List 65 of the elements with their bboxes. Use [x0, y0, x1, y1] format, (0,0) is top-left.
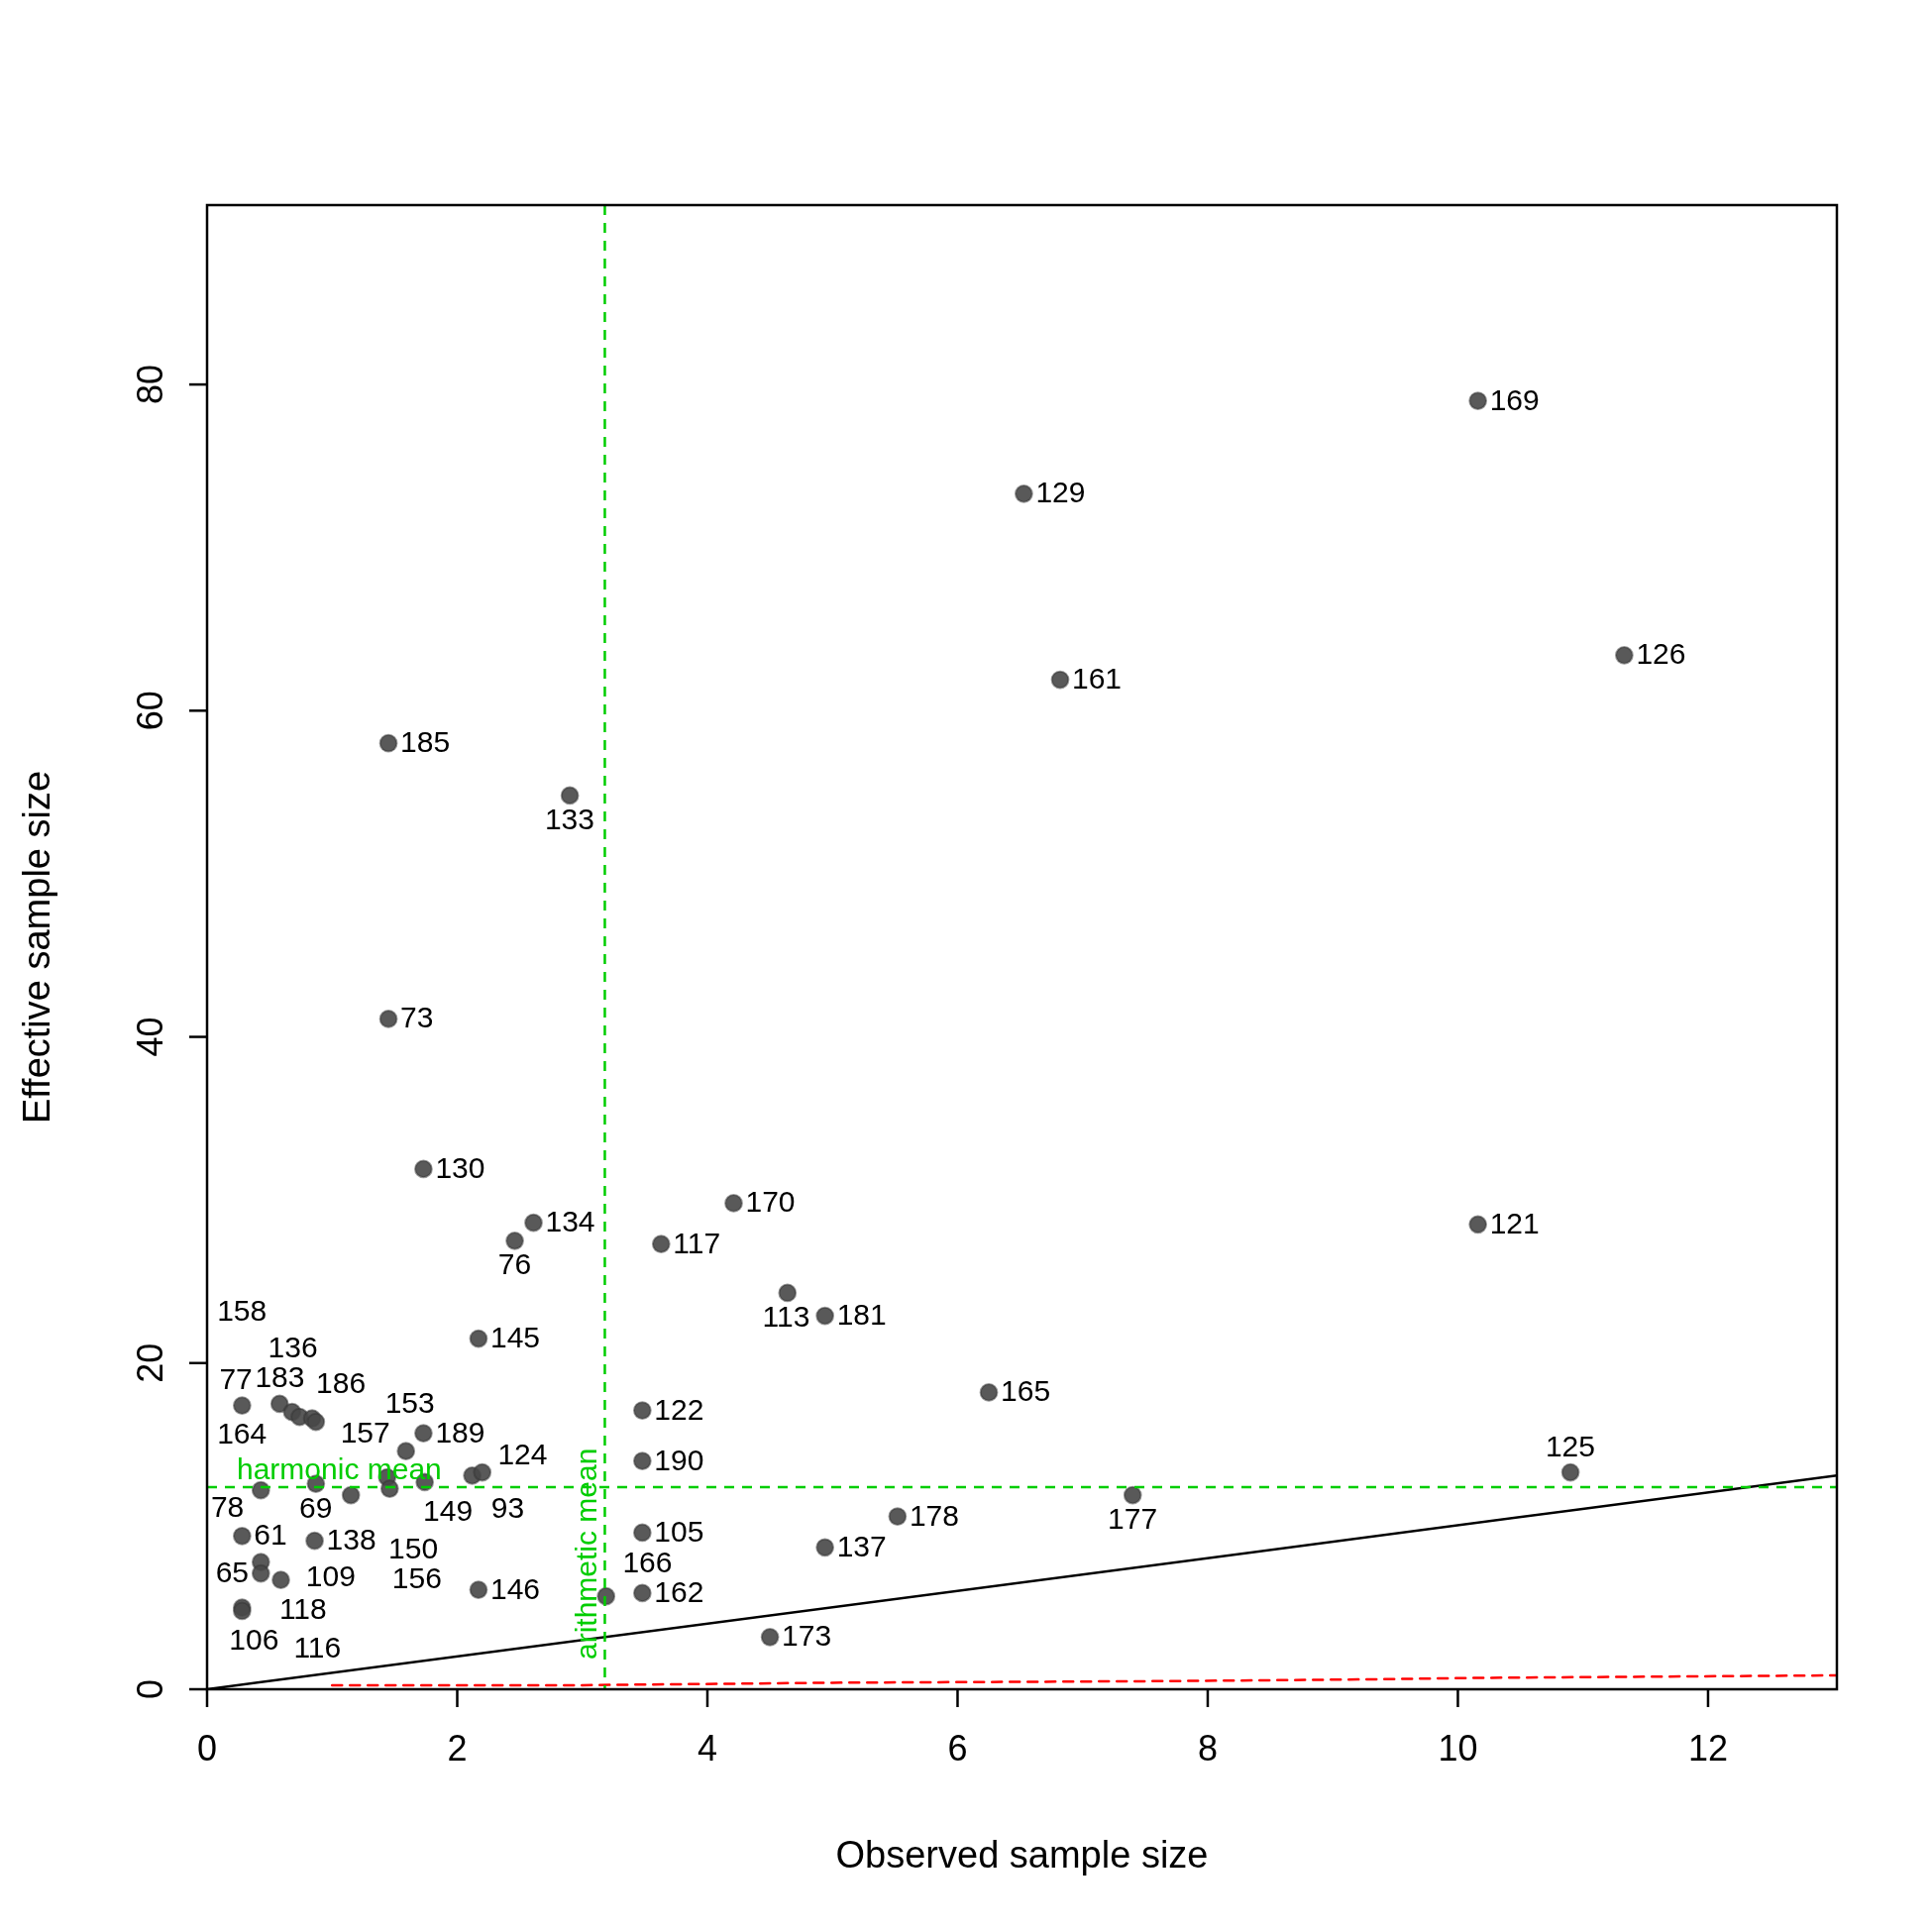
- x-tick-label: 8: [1197, 1728, 1218, 1769]
- annotation: 61: [254, 1518, 287, 1552]
- annotation: 106: [229, 1623, 279, 1657]
- y-tick-label: 0: [130, 1678, 170, 1700]
- annotation: 161: [1072, 662, 1123, 696]
- annotation: 93: [490, 1490, 525, 1524]
- annotation: 65: [215, 1556, 250, 1589]
- annotation: 190: [654, 1443, 704, 1476]
- annotation: 138: [326, 1523, 376, 1556]
- annotation: 133: [544, 802, 594, 835]
- annotation: 126: [1636, 637, 1686, 671]
- annotation: 105: [654, 1514, 704, 1548]
- x-axis-title: Observed sample size: [835, 1834, 1209, 1876]
- annotation: 185: [400, 725, 451, 759]
- annotation: 136: [268, 1330, 318, 1363]
- annotation: 116: [293, 1631, 342, 1664]
- annotation: 129: [1035, 476, 1086, 509]
- annotation: 169: [1489, 382, 1540, 416]
- annotation: 150: [388, 1531, 439, 1564]
- annotation: 149: [423, 1494, 474, 1528]
- annotation: 145: [489, 1321, 541, 1354]
- annotation: 189: [435, 1415, 485, 1449]
- y-tick-label: 80: [130, 365, 170, 405]
- y-tick-label: 40: [130, 1017, 170, 1057]
- annotation: 183: [255, 1360, 305, 1394]
- annotation: 173: [782, 1619, 832, 1653]
- x-tick-label: 4: [697, 1728, 717, 1769]
- annotation: 109: [305, 1559, 356, 1593]
- annotation: 124: [497, 1437, 548, 1470]
- ref-line-label: arithmetic mean: [570, 1448, 603, 1660]
- annotation: 158: [217, 1293, 268, 1327]
- annotation: 164: [217, 1416, 268, 1449]
- y-tick-label: 20: [130, 1342, 170, 1383]
- annotation: 77: [219, 1362, 253, 1396]
- annotation: 125: [1545, 1430, 1595, 1463]
- annotation: 76: [497, 1247, 532, 1281]
- annotation: 178: [909, 1498, 959, 1532]
- annotation: 165: [1001, 1374, 1051, 1408]
- annotation: 73: [400, 1001, 434, 1034]
- y-tick-label: 60: [130, 691, 170, 731]
- annotation: 146: [489, 1571, 541, 1605]
- x-tick-label: 10: [1438, 1728, 1478, 1769]
- annotation: 130: [435, 1150, 485, 1184]
- annotation: 134: [545, 1205, 595, 1238]
- annotation: 157: [340, 1416, 390, 1449]
- annotation: 153: [384, 1385, 435, 1419]
- x-tick-label: 6: [947, 1728, 968, 1769]
- annotation: 78: [210, 1489, 245, 1523]
- annotation: 177: [1108, 1502, 1158, 1536]
- annotation: 137: [836, 1529, 887, 1562]
- ref-line-label: harmonic mean: [237, 1451, 442, 1485]
- annotation: 117: [673, 1226, 721, 1259]
- annotation: 121: [1489, 1206, 1540, 1239]
- y-axis-title: Effective sample size: [16, 770, 57, 1125]
- annotation: 122: [654, 1392, 704, 1426]
- x-tick-label: 2: [447, 1728, 468, 1769]
- annotation: 69: [299, 1490, 333, 1524]
- annotation: 118: [278, 1592, 327, 1626]
- annotation: 186: [316, 1365, 367, 1399]
- x-tick-label: 12: [1687, 1728, 1728, 1769]
- x-tick-label: 0: [196, 1728, 218, 1769]
- annotation: 156: [391, 1561, 442, 1595]
- annotation: 181: [836, 1298, 887, 1332]
- annotation: 170: [745, 1185, 796, 1219]
- annotation: 113: [762, 1299, 810, 1333]
